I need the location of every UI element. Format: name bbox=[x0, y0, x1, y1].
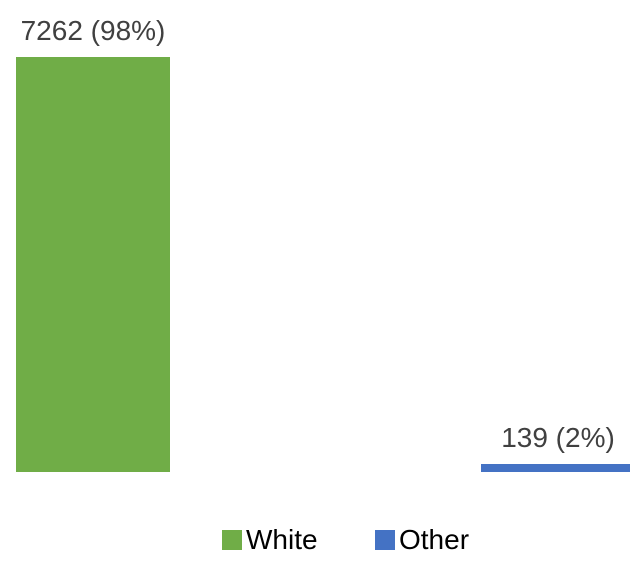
legend-swatch-white bbox=[222, 530, 242, 550]
data-labels-layer: 7262 (98%) 139 (2%) bbox=[21, 15, 615, 453]
bar-white bbox=[16, 57, 170, 472]
legend-label-other: Other bbox=[399, 524, 469, 555]
bars-layer bbox=[16, 57, 630, 472]
legend-swatch-other bbox=[375, 530, 395, 550]
bar-other bbox=[481, 464, 630, 472]
legend-label-white: White bbox=[246, 524, 318, 555]
legend: White Other bbox=[222, 524, 469, 555]
data-label-other: 139 (2%) bbox=[501, 422, 615, 453]
data-label-white: 7262 (98%) bbox=[21, 15, 166, 46]
